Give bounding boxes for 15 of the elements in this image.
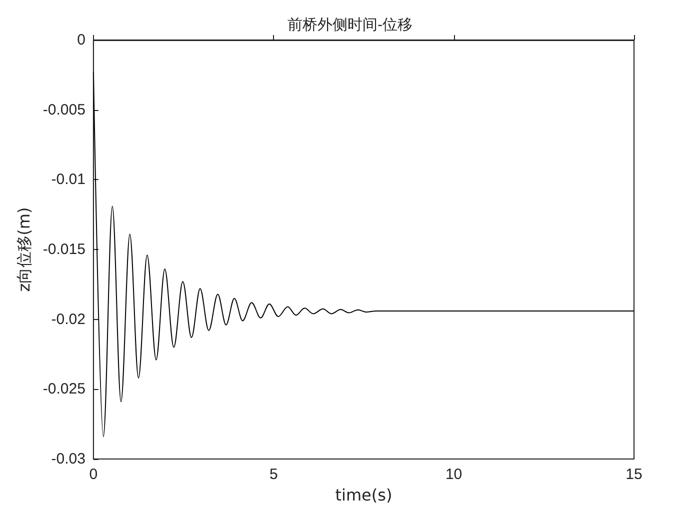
x-axis-title: time(s) [335, 486, 392, 504]
x-tick-label: 5 [269, 466, 278, 483]
x-tick-label: 15 [626, 466, 642, 483]
y-tick-label: -0.03 [51, 450, 86, 468]
y-tick-label: -0.005 [42, 101, 86, 118]
chart-title: 前桥外侧时间-位移 [287, 16, 413, 34]
y-tick-label: -0.015 [42, 241, 86, 258]
x-tick-label: 10 [445, 466, 462, 483]
line-series [92, 72, 634, 438]
y-tick-label: 0 [77, 32, 86, 48]
x-tick-label: 0 [89, 466, 98, 483]
y-axis-title: z向位移(m) [14, 207, 34, 292]
y-tick-label: -0.025 [42, 380, 86, 398]
y-tick-label: -0.01 [51, 171, 86, 188]
y-tick-label: -0.02 [51, 310, 86, 328]
